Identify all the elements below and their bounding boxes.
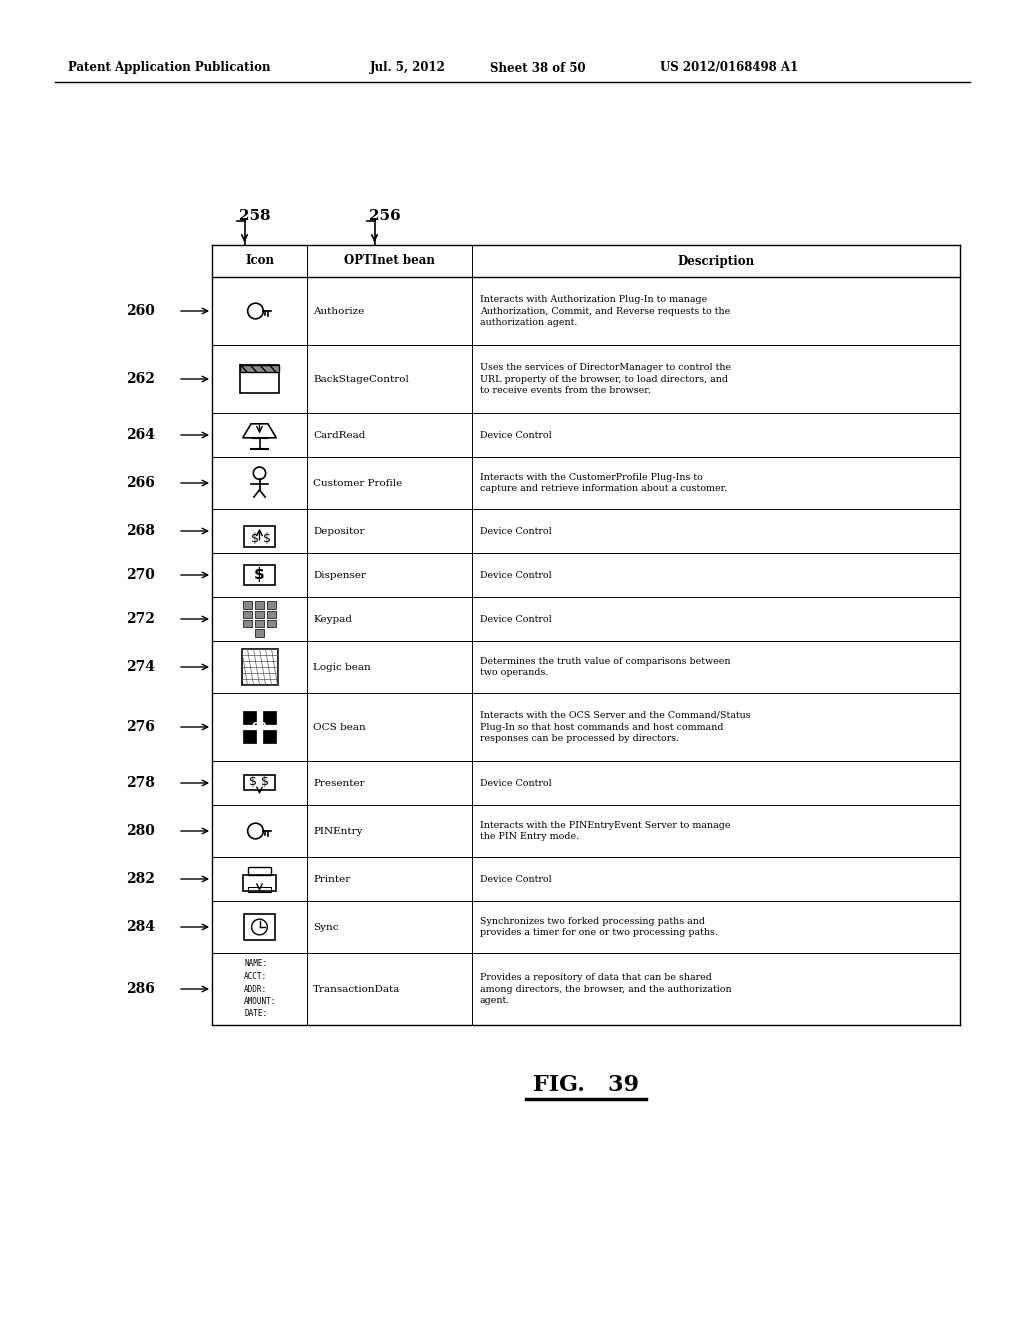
Text: 282: 282 [126, 873, 155, 886]
Text: 284: 284 [126, 920, 155, 935]
Text: Interacts with the CustomerProfile Plug-Ins to
capture and retrieve information : Interacts with the CustomerProfile Plug-… [480, 473, 727, 494]
Text: 258: 258 [239, 209, 270, 223]
Text: Sheet 38 of 50: Sheet 38 of 50 [490, 62, 586, 74]
Bar [255, 611, 264, 618]
Bar [244, 565, 274, 585]
Text: TransactionData: TransactionData [313, 985, 400, 994]
Text: CardRead: CardRead [313, 430, 366, 440]
Bar [241, 364, 279, 372]
Text: $: $ [250, 775, 257, 788]
Text: 280: 280 [126, 824, 155, 838]
Text: Icon: Icon [245, 255, 274, 268]
Bar [243, 875, 276, 891]
Bar [266, 611, 276, 618]
Text: Jul. 5, 2012: Jul. 5, 2012 [370, 62, 445, 74]
Text: 278: 278 [126, 776, 155, 789]
Text: Device Control: Device Control [480, 615, 552, 623]
Bar [243, 611, 253, 618]
Text: 262: 262 [126, 372, 155, 385]
Text: Device Control: Device Control [480, 430, 552, 440]
Text: Presenter: Presenter [313, 779, 365, 788]
Bar [248, 867, 271, 875]
Text: 272: 272 [126, 612, 155, 626]
Text: Description: Description [678, 255, 755, 268]
Text: Interacts with the OCS Server and the Command/Status
Plug-In so that host comman: Interacts with the OCS Server and the Co… [480, 710, 751, 743]
Text: Customer Profile: Customer Profile [313, 479, 402, 487]
Text: 260: 260 [126, 304, 155, 318]
Text: Keypad: Keypad [313, 615, 352, 623]
Bar [244, 915, 274, 940]
Bar [244, 525, 274, 546]
Text: US 2012/0168498 A1: US 2012/0168498 A1 [660, 62, 798, 74]
Text: $: $ [251, 532, 258, 545]
Text: Printer: Printer [313, 874, 350, 883]
Text: Synchronizes two forked processing paths and
provides a timer for one or two pro: Synchronizes two forked processing paths… [480, 916, 718, 937]
Text: $: $ [254, 568, 265, 582]
Bar [243, 602, 253, 609]
Text: FIG.   39: FIG. 39 [534, 1074, 639, 1096]
Bar [266, 620, 276, 627]
Text: Sync: Sync [313, 923, 339, 932]
Text: Provides a repository of data that can be shared
among directors, the browser, a: Provides a repository of data that can b… [480, 973, 731, 1006]
Bar [255, 620, 264, 627]
Text: 276: 276 [126, 719, 155, 734]
Text: $: $ [261, 775, 269, 788]
Text: 286: 286 [126, 982, 155, 997]
Text: PINEntry: PINEntry [313, 826, 362, 836]
Text: Logic bean: Logic bean [313, 663, 371, 672]
Text: Authorize: Authorize [313, 306, 365, 315]
Text: Device Control: Device Control [480, 570, 552, 579]
Text: Interacts with Authorization Plug-In to manage
Authorization, Commit, and Revers: Interacts with Authorization Plug-In to … [480, 294, 730, 327]
Bar [255, 602, 264, 609]
Text: 264: 264 [126, 428, 155, 442]
Text: OR: OR [252, 722, 267, 733]
Text: 270: 270 [126, 568, 155, 582]
Text: Device Control: Device Control [480, 779, 552, 788]
Bar [241, 364, 279, 393]
Text: Patent Application Publication: Patent Application Publication [68, 62, 270, 74]
Text: Device Control: Device Control [480, 874, 552, 883]
Text: 266: 266 [126, 477, 155, 490]
Text: $: $ [263, 532, 271, 545]
Text: 274: 274 [126, 660, 155, 675]
Bar [244, 775, 274, 789]
Text: 268: 268 [126, 524, 155, 539]
Text: Dispenser: Dispenser [313, 570, 366, 579]
Text: Interacts with the PINEntryEvent Server to manage
the PIN Entry mode.: Interacts with the PINEntryEvent Server … [480, 821, 730, 841]
Text: OCS bean: OCS bean [313, 722, 366, 731]
Bar [266, 602, 276, 609]
Bar [248, 887, 271, 892]
Text: Device Control: Device Control [480, 527, 552, 536]
Text: NAME:
ACCT:
ADDR:
AMOUNT:
DATE:: NAME: ACCT: ADDR: AMOUNT: DATE: [244, 960, 276, 1019]
Text: Depositor: Depositor [313, 527, 365, 536]
Text: 256: 256 [369, 209, 400, 223]
Bar [242, 649, 278, 685]
Text: Determines the truth value of comparisons between
two operands.: Determines the truth value of comparison… [480, 656, 730, 677]
Bar [243, 620, 253, 627]
Bar [255, 630, 264, 636]
Text: OPTInet bean: OPTInet bean [344, 255, 435, 268]
Text: Uses the services of DirectorManager to control the
URL property of the browser,: Uses the services of DirectorManager to … [480, 363, 731, 395]
Text: BackStageControl: BackStageControl [313, 375, 409, 384]
